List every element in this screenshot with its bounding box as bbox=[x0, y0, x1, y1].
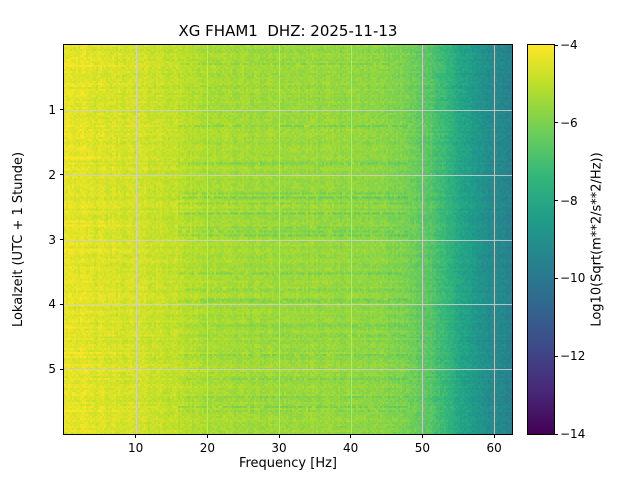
x-tick-mark bbox=[278, 434, 280, 438]
y-tick-label: 2 bbox=[48, 167, 56, 182]
spectrogram-canvas bbox=[64, 45, 512, 434]
colorbar-tick-mark bbox=[554, 355, 558, 357]
colorbar-tick-label: −6 bbox=[560, 115, 578, 130]
x-tick-mark bbox=[493, 434, 495, 438]
plot-area bbox=[63, 44, 513, 435]
x-tick-label: 20 bbox=[199, 441, 216, 455]
y-tick-label: 4 bbox=[48, 297, 56, 312]
x-tick-label: 30 bbox=[271, 441, 287, 455]
y-tick-mark bbox=[60, 174, 64, 176]
y-tick-label: 5 bbox=[48, 362, 56, 377]
y-tick-label: 3 bbox=[48, 232, 56, 247]
y-tick-mark bbox=[60, 368, 64, 370]
x-tick-label: 50 bbox=[414, 441, 431, 455]
x-tick-mark bbox=[135, 434, 137, 438]
x-tick-mark bbox=[206, 434, 208, 438]
colorbar-tick-mark bbox=[554, 44, 558, 46]
colorbar-tick-mark bbox=[554, 200, 558, 202]
y-tick-mark bbox=[60, 239, 64, 240]
x-tick-label: 40 bbox=[343, 441, 359, 455]
x-tick-label: 10 bbox=[128, 441, 144, 455]
colorbar-tick-label: −8 bbox=[560, 193, 578, 208]
plot-title: XG FHAM1 DHZ: 2025-11-13 bbox=[178, 22, 398, 40]
x-tick-mark bbox=[350, 434, 352, 438]
x-tick-mark bbox=[421, 434, 423, 438]
colorbar-label: Log10(Sqrt(m**2/s**2/Hz)) bbox=[589, 152, 605, 327]
colorbar-tick-label: −14 bbox=[560, 427, 586, 441]
colorbar bbox=[527, 44, 555, 435]
colorbar-tick-label: −10 bbox=[560, 271, 586, 286]
y-tick-mark bbox=[60, 109, 64, 111]
colorbar-label-wrap: Log10(Sqrt(m**2/s**2/Hz)) bbox=[588, 45, 606, 434]
colorbar-tick-label: −4 bbox=[560, 38, 578, 52]
x-tick-label: 60 bbox=[486, 441, 502, 455]
x-axis-label: Frequency [Hz] bbox=[238, 456, 338, 471]
y-tick-label: 1 bbox=[48, 102, 56, 117]
y-tick-mark bbox=[60, 303, 64, 305]
colorbar-tick-mark bbox=[554, 277, 558, 279]
colorbar-tick-label: −12 bbox=[560, 349, 586, 364]
colorbar-tick-mark bbox=[554, 433, 558, 435]
colorbar-tick-mark bbox=[554, 122, 558, 124]
